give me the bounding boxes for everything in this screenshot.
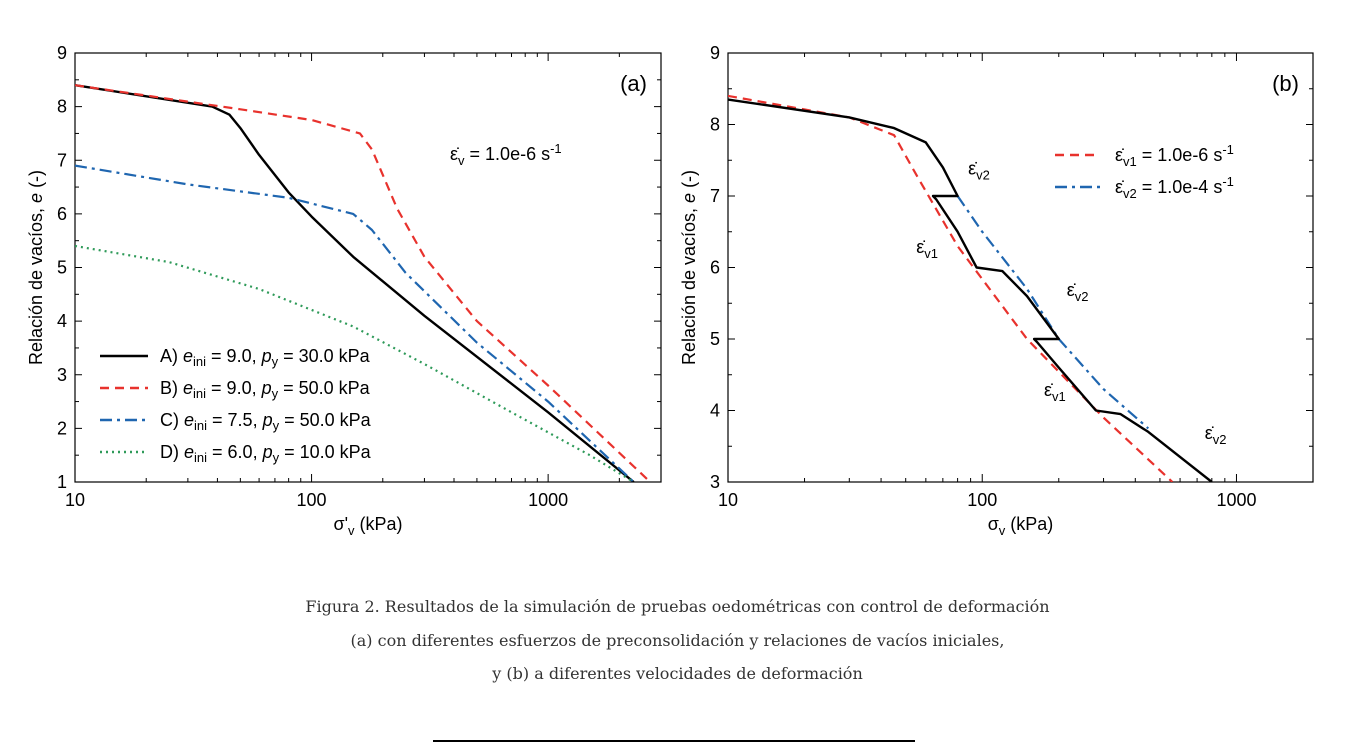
legend-label: A) eini = 9.0, py = 30.0 kPa <box>160 346 371 369</box>
y-tick-label: 1 <box>57 472 67 492</box>
y-tick-label: 3 <box>710 472 720 492</box>
x-tick-label: 10 <box>65 490 85 510</box>
bottom-rule <box>433 740 915 742</box>
series-line-2 <box>75 84 651 482</box>
series-line-3 <box>75 164 635 482</box>
y-axis-label: Relación de vacíos, e (-) <box>679 170 699 365</box>
x-tick-label: 1000 <box>1216 490 1256 510</box>
x-tick-label: 1000 <box>528 490 568 510</box>
strain-rate-annotation: ε̇v = 1.0e-6 s-1 <box>450 141 562 168</box>
legend-label: ε̇v1 = 1.0e-6 s-1 <box>1115 142 1234 169</box>
chart-panel-a: 1 2 3 4 5 6 7 8 9 10 100 1000 σ'v (kPa) Relación de v… <box>26 43 662 538</box>
x-tick-label: 10 <box>718 490 738 510</box>
legend-label: ε̇v2 = 1.0e-4 s-1 <box>1115 174 1234 201</box>
y-tick-label: 3 <box>57 365 67 385</box>
curve-label: ε̇v2 <box>968 159 990 183</box>
curve-label: ε̇v2 <box>1205 423 1227 447</box>
x-axis-label: σv (kPa) <box>988 514 1054 538</box>
y-axis-label: Relación de vacíos, e (-) <box>26 170 46 365</box>
series-line-4 <box>75 244 635 482</box>
x-tick-label: 100 <box>967 490 997 510</box>
series-line-3 <box>728 98 1213 482</box>
legend-label: D) eini = 6.0, py = 10.0 kPa <box>160 442 372 465</box>
series-line-1 <box>75 84 635 482</box>
panel-label: (b) <box>1272 71 1299 96</box>
legend-label: B) eini = 9.0, py = 50.0 kPa <box>160 378 371 401</box>
series-line-1 <box>728 94 1174 482</box>
y-tick-label: 8 <box>57 97 67 117</box>
figure-caption-line-3: y (b) a diferentes velocidades de deform… <box>492 664 863 683</box>
y-tick-label: 5 <box>710 329 720 349</box>
y-tick-label: 2 <box>57 418 67 438</box>
y-tick-label: 5 <box>57 258 67 278</box>
y-tick-label: 9 <box>710 43 720 63</box>
y-tick-label: 6 <box>710 258 720 278</box>
y-tick-label: 8 <box>710 115 720 135</box>
y-tick-label: 7 <box>710 186 720 206</box>
legend-label: C) eini = 7.5, py = 50.0 kPa <box>160 410 372 433</box>
curve-label: ε̇v2 <box>1067 280 1089 304</box>
y-tick-label: 4 <box>710 401 720 421</box>
curve-label: ε̇v1 <box>1044 380 1066 404</box>
x-axis-label: σ'v (kPa) <box>333 514 402 538</box>
curve-label: ε̇v1 <box>916 237 938 261</box>
figure-caption-line-2: (a) con diferentes esfuerzos de preconso… <box>350 631 1005 650</box>
figure-caption-line-1: Figura 2. Resultados de la simulación de… <box>305 597 1050 616</box>
y-tick-label: 6 <box>57 204 67 224</box>
plot-frame-b <box>727 52 1314 483</box>
y-tick-label: 9 <box>57 43 67 63</box>
y-tick-label: 7 <box>57 150 67 170</box>
series-line-2 <box>956 195 1150 430</box>
y-tick-label: 4 <box>57 311 67 331</box>
x-tick-label: 100 <box>297 490 327 510</box>
panel-label: (a) <box>620 71 647 96</box>
chart-panel-b: 3 4 5 6 7 8 9 10 100 1000 σv (kPa) Relación de vací… <box>679 43 1314 538</box>
